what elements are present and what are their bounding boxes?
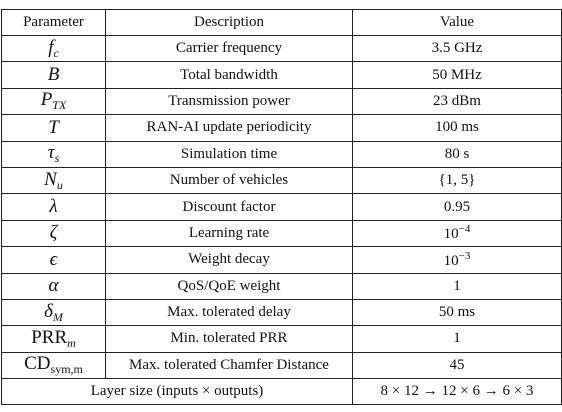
- header-row: Parameter Description Value: [1, 9, 562, 36]
- value-cell: 1: [352, 325, 562, 353]
- superscript: −3: [458, 249, 471, 262]
- table-row: Nu Number of vehicles {1, 5}: [1, 166, 562, 195]
- header-cell: Parameter: [1, 9, 106, 36]
- symbol-subscript: m: [67, 335, 76, 350]
- symbol-base: N: [44, 168, 57, 190]
- parameter-cell: PRRm: [1, 325, 106, 353]
- parameter-cell: B: [1, 61, 106, 89]
- header-cell: Description: [105, 9, 353, 36]
- table-row: α QoS/QoE weight 1: [1, 272, 562, 300]
- value-cell: 8 × 12 → 12 × 6 → 6 × 3: [352, 378, 562, 406]
- value-cell: 10−3: [352, 246, 562, 274]
- symbol-subscript: c: [53, 45, 59, 60]
- value-cell: 100 ms: [352, 114, 562, 142]
- parameter-cell: PTX: [1, 87, 106, 116]
- symbol-base: CD: [24, 353, 51, 375]
- parameter-cell: ζ: [1, 219, 106, 248]
- cell-text: 50 MHz: [432, 66, 482, 83]
- parameter-cell: fc: [1, 34, 106, 63]
- value-cell: 50 ms: [352, 298, 562, 327]
- value-cell: 23 dBm: [352, 87, 562, 116]
- description-cell: QoS/QoE weight: [105, 272, 353, 300]
- cell-text: 3.5 GHz: [431, 40, 483, 57]
- header-cell: Value: [352, 9, 562, 36]
- parameter-cell: δM: [1, 298, 106, 327]
- table-row: τs Simulation time 80 s: [1, 140, 562, 168]
- value-cell: 0.95: [352, 193, 562, 221]
- cell-text: 50 ms: [438, 304, 476, 321]
- parameter-cell: λ: [1, 193, 106, 221]
- cell-text: {1, 5}: [438, 172, 476, 189]
- symbol-base: τ: [47, 142, 55, 164]
- symbol-subscript: sym,m: [50, 362, 83, 377]
- symbol-subscript: M: [52, 309, 63, 324]
- table-row: PTX Transmission power 23 dBm: [1, 87, 562, 116]
- cell-text: 1: [453, 277, 461, 294]
- cell-text: 45: [449, 356, 465, 373]
- table-row: fc Carrier frequency 3.5 GHz: [1, 34, 562, 63]
- description-cell: Total bandwidth: [105, 61, 353, 89]
- symbol-subscript: TX: [52, 98, 67, 113]
- parameter-cell: Nu: [1, 166, 106, 195]
- table-row: CDsym,m Max. tolerated Chamfer Distance 45: [1, 351, 562, 380]
- description-cell: Simulation time: [105, 140, 353, 168]
- symbol-base: T: [48, 116, 59, 138]
- table-row: λ Discount factor 0.95: [1, 193, 562, 221]
- symbol-base: f: [48, 36, 54, 58]
- description-cell: Layer size (inputs × outputs): [1, 378, 353, 406]
- cell-text: 80 s: [444, 145, 470, 162]
- table-row: Layer size (inputs × outputs) 8 × 12 → 12…: [1, 378, 562, 406]
- cell-text: 0.95: [443, 198, 471, 215]
- table-row: δM Max. tolerated delay 50 ms: [1, 298, 562, 327]
- description-cell: Number of vehicles: [105, 166, 353, 195]
- parameter-table: Parameter Description Value fc Carrier fr…: [1, 9, 562, 406]
- table-row: ϵ Weight decay 10−3: [1, 246, 562, 274]
- description-cell: RAN-AI update periodicity: [105, 114, 353, 142]
- symbol-base: ϵ: [49, 248, 58, 270]
- symbol-base: 10: [443, 252, 459, 269]
- superscript: −4: [458, 223, 471, 236]
- symbol-base: α: [48, 275, 59, 297]
- value-cell: {1, 5}: [352, 166, 562, 195]
- symbol-base: δ: [44, 300, 53, 322]
- table-row: ζ Learning rate 10−4: [1, 219, 562, 248]
- description-cell: Learning rate: [105, 219, 353, 248]
- description-cell: Max. tolerated delay: [105, 298, 353, 327]
- table-row: T RAN-AI update periodicity 100 ms: [1, 114, 562, 142]
- parameter-cell: ϵ: [1, 246, 106, 274]
- value-cell: 3.5 GHz: [352, 34, 562, 63]
- table-body: fc Carrier frequency 3.5 GHz B Total bandwid…: [1, 34, 562, 406]
- parameter-cell: CDsym,m: [1, 351, 106, 380]
- cell-text: 1: [453, 330, 461, 347]
- parameter-cell: τs: [1, 140, 106, 168]
- symbol-base: 10: [443, 226, 459, 243]
- description-cell: Carrier frequency: [105, 34, 353, 63]
- description-cell: Discount factor: [105, 193, 353, 221]
- value-cell: 10−4: [352, 219, 562, 248]
- cell-text: 100 ms: [435, 119, 479, 136]
- description-cell: Min. tolerated PRR: [105, 325, 353, 353]
- symbol-subscript: s: [54, 151, 60, 166]
- symbol-subscript: u: [56, 177, 63, 192]
- cell-text: 23 dBm: [433, 92, 481, 109]
- table-row: PRRm Min. tolerated PRR 1: [1, 325, 562, 353]
- symbol-base: ζ: [49, 222, 58, 244]
- cell-text: 8 × 12 → 12 × 6 → 6 × 3: [380, 383, 534, 400]
- description-cell: Max. tolerated Chamfer Distance: [105, 351, 353, 380]
- symbol-base: λ: [49, 196, 58, 218]
- value-cell: 45: [352, 351, 562, 380]
- symbol-base: PRR: [31, 326, 68, 348]
- symbol-base: B: [47, 64, 60, 86]
- description-cell: Transmission power: [105, 87, 353, 116]
- table-row: B Total bandwidth 50 MHz: [1, 61, 562, 89]
- symbol-base: P: [40, 89, 53, 111]
- parameter-cell: α: [1, 272, 106, 300]
- value-cell: 80 s: [352, 140, 562, 168]
- value-cell: 50 MHz: [352, 61, 562, 89]
- description-cell: Weight decay: [105, 246, 353, 274]
- parameter-cell: T: [1, 114, 106, 142]
- value-cell: 1: [352, 272, 562, 300]
